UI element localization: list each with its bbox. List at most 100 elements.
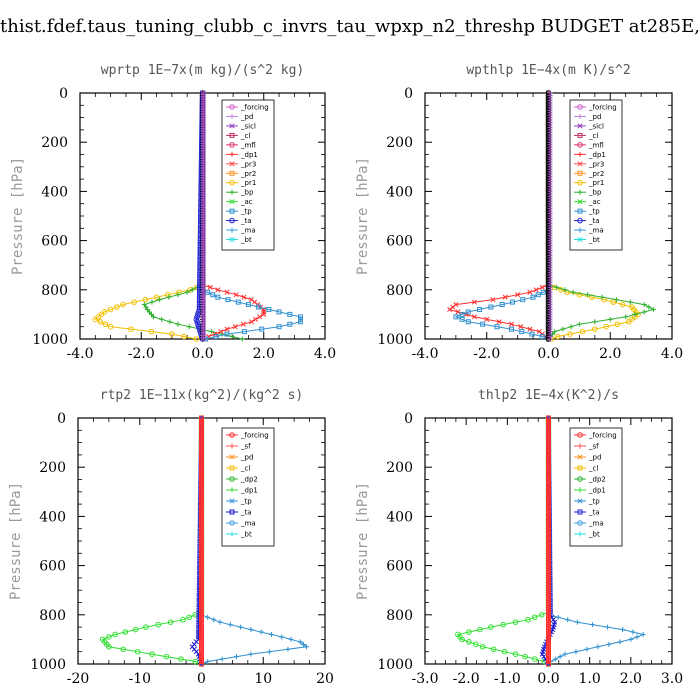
series-marker (465, 309, 471, 315)
series-marker (298, 319, 303, 325)
y-axis-label: Pressure [hPa] (10, 157, 26, 275)
series-marker (261, 311, 267, 317)
legend-marker (577, 104, 583, 110)
series-marker (500, 621, 507, 628)
series-marker (266, 306, 272, 312)
series-marker (200, 336, 206, 342)
x-tick-label: -20 (67, 671, 90, 687)
legend-entry: _ma (240, 520, 256, 528)
y-axis-label: Pressure [hPa] (355, 482, 371, 600)
legend-marker (229, 208, 235, 214)
legend-entry: _bp (240, 189, 254, 197)
series-marker (240, 321, 246, 327)
x-tick-label: -4.0 (67, 346, 94, 362)
legend-marker (229, 113, 235, 119)
series-marker (211, 617, 217, 623)
series-marker (287, 311, 293, 317)
y-tick-label: 0 (57, 411, 66, 427)
legend-entry: _forcing (588, 432, 617, 440)
series-marker (466, 629, 472, 635)
series-marker (266, 649, 272, 655)
series-marker (193, 336, 200, 342)
series-marker (300, 641, 306, 647)
series-marker (175, 321, 181, 327)
series-marker (465, 319, 471, 325)
legend-marker (229, 151, 235, 157)
series-marker (619, 301, 626, 308)
x-tick-label: 4.0 (314, 346, 336, 362)
y-tick-label: 800 (386, 283, 413, 299)
series-marker (167, 619, 174, 625)
series-marker (276, 324, 282, 330)
series-marker (512, 651, 519, 657)
legend-marker (577, 498, 583, 504)
y-tick-label: 1000 (30, 657, 66, 673)
series-marker (552, 656, 558, 662)
series-marker (617, 639, 623, 645)
x-tick-label: 4.0 (661, 346, 683, 362)
series-marker (512, 619, 519, 625)
series-marker (509, 299, 515, 305)
legend-entry: _ta (240, 217, 252, 225)
series-marker (224, 331, 230, 337)
series-marker (215, 287, 221, 293)
series-marker (210, 292, 216, 298)
legend-marker (577, 476, 583, 482)
x-tick-label: -4.0 (412, 346, 439, 362)
legend-marker (229, 465, 235, 471)
series-marker (520, 297, 526, 303)
legend-entry: _dp1 (588, 151, 606, 159)
legend-entry: _bp (588, 189, 602, 197)
y-tick-label: 600 (39, 559, 66, 575)
legend-entry: _bt (588, 531, 600, 539)
series-marker (303, 644, 309, 650)
series-marker (585, 292, 591, 298)
series-marker (494, 324, 500, 330)
series-marker (588, 294, 595, 300)
legend-entry: _ta (240, 509, 252, 517)
legend-marker (229, 227, 235, 233)
series-marker (603, 323, 609, 330)
legend-marker (229, 531, 235, 537)
y-tick-label: 0 (404, 86, 413, 102)
series-marker (484, 316, 490, 322)
series-marker (159, 316, 165, 322)
legend-entry: _tp (588, 208, 600, 216)
series-marker (554, 333, 561, 340)
series-marker (297, 639, 303, 645)
y-tick-label: 200 (41, 135, 68, 151)
series-marker (490, 297, 496, 303)
series-marker (241, 294, 247, 300)
legend-entry: _sf (588, 443, 599, 451)
series-marker (539, 334, 545, 340)
series-marker (169, 331, 175, 337)
series-marker (224, 289, 230, 295)
chart-title: wprtp 1E−7x(m kg)/(s^2 kg) (101, 63, 305, 78)
series-marker (472, 641, 479, 648)
series-marker (555, 614, 561, 620)
series-marker (142, 296, 149, 303)
legend-entry: _pr1 (240, 179, 256, 187)
series-marker (499, 302, 505, 308)
legend-marker (577, 179, 583, 186)
series-line-pr1 (548, 93, 639, 340)
x-tick-label: -2.0 (473, 346, 500, 362)
series-marker (539, 651, 545, 657)
series-marker (574, 619, 580, 625)
legend-entry: _ta (588, 509, 600, 517)
legend-entry: _dp1 (240, 151, 258, 159)
legend-entry: _sicl (588, 122, 604, 130)
series-marker (153, 294, 160, 300)
chart-title: rtp2 1E−11x(kg^2)/(kg^2 s) (100, 388, 304, 403)
series-marker (92, 316, 99, 323)
series-marker (518, 324, 524, 330)
legend-marker (577, 161, 583, 167)
series-marker (527, 289, 533, 295)
series-marker (502, 294, 508, 300)
series-marker (453, 314, 459, 320)
series-marker (205, 289, 211, 295)
series-marker (193, 316, 200, 323)
x-tick-label: -10 (128, 671, 151, 687)
series-marker (447, 306, 453, 313)
